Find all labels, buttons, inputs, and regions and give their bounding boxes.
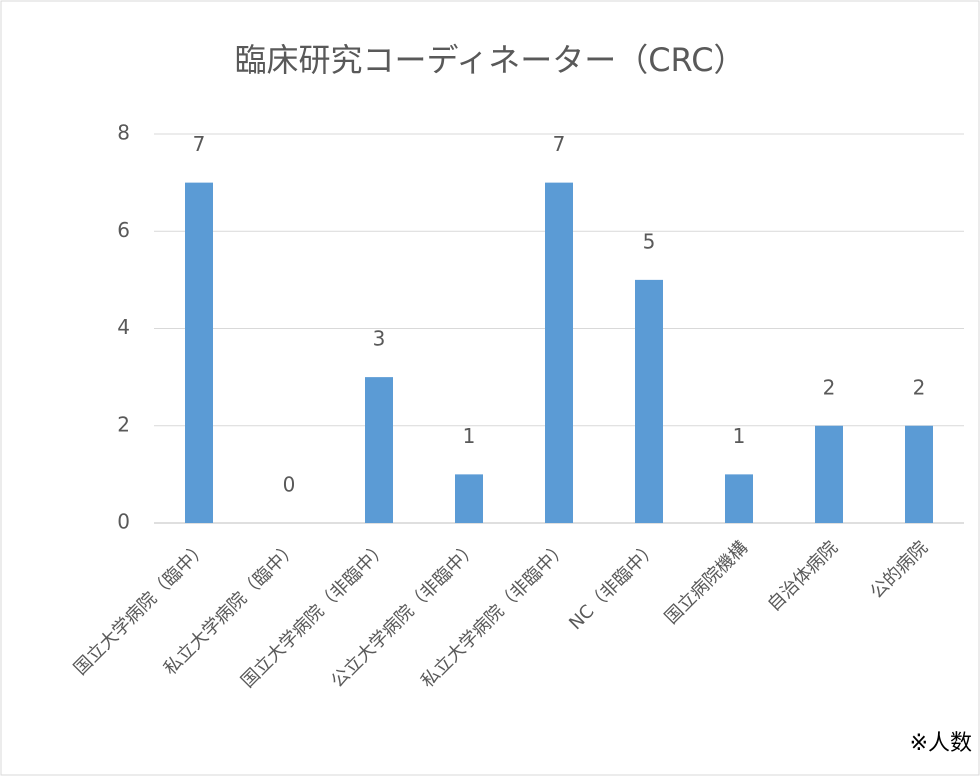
chart-title: 臨床研究コーディネーター（CRC） bbox=[234, 41, 745, 79]
bar bbox=[545, 182, 573, 523]
bar bbox=[455, 474, 483, 523]
data-label: 2 bbox=[913, 375, 926, 399]
bar bbox=[725, 474, 753, 523]
y-tick-label: 4 bbox=[117, 315, 130, 339]
bar bbox=[365, 377, 393, 523]
data-label: 7 bbox=[193, 132, 206, 156]
bar bbox=[815, 425, 843, 523]
bar bbox=[635, 279, 663, 523]
data-label: 1 bbox=[733, 424, 746, 448]
data-label: 2 bbox=[823, 375, 836, 399]
data-label: 1 bbox=[463, 424, 476, 448]
data-label: 3 bbox=[373, 327, 386, 351]
data-label: 7 bbox=[553, 132, 566, 156]
y-tick-label: 0 bbox=[117, 510, 130, 534]
y-tick-label: 8 bbox=[117, 121, 130, 145]
bar bbox=[185, 182, 213, 523]
data-label: 5 bbox=[643, 229, 656, 253]
annotation: ※人数 bbox=[910, 731, 972, 756]
data-label: 0 bbox=[283, 473, 296, 497]
bar bbox=[905, 425, 933, 523]
y-tick-label: 2 bbox=[117, 412, 130, 436]
y-tick-label: 6 bbox=[117, 218, 130, 242]
